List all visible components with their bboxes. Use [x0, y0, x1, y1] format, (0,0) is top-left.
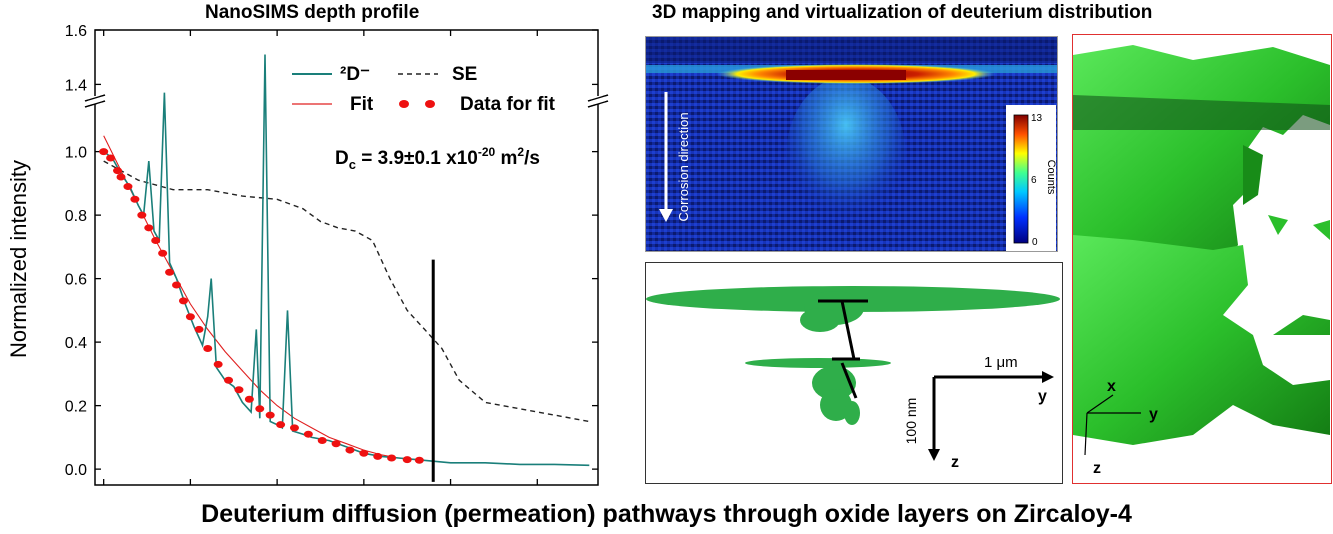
y-tick-label: 1.0: [65, 145, 87, 162]
data-for-fit-point: [234, 386, 244, 394]
diffusion-coefficient-annotation: Dc = 3.9±0.1 x10-20 m2/s: [335, 145, 540, 172]
data-for-fit-point: [276, 421, 286, 429]
data-for-fit-point: [373, 452, 383, 460]
data-for-fit-point: [185, 313, 195, 321]
axis-label-z: z: [951, 454, 959, 471]
data-for-fit-point: [387, 454, 397, 462]
pathway-schematic: 1 μm y 100 nm z: [646, 286, 1060, 471]
data-for-fit-point: [123, 183, 133, 191]
data-for-fit-point: [113, 167, 123, 175]
data-for-fit-point: [130, 195, 140, 203]
y-tick-label: 0.8: [65, 208, 87, 225]
series-line-fit: [103, 135, 425, 461]
colorbar-min-label: 0: [1032, 237, 1038, 248]
schematic-panel: 1 μm y 100 nm z: [645, 262, 1063, 484]
deuterium-heatmap: Corrosion direction 13 6 0 Counts: [646, 37, 1057, 251]
data-for-fit-point: [345, 446, 355, 454]
y-tick-label: 0.2: [65, 399, 87, 416]
data-for-fit-point: [137, 211, 147, 219]
scale-label-x: 1 μm: [984, 354, 1018, 371]
legend-label-data-for-fit: Data for fit: [460, 94, 556, 115]
colorbar-title: Counts: [1045, 160, 1057, 195]
data-for-fit-point: [99, 148, 109, 156]
data-for-fit-point: [244, 395, 254, 403]
data-for-fit-point: [144, 224, 154, 232]
axis-label-y: y: [1038, 388, 1047, 405]
x-axis-ticks: 0.00.51.01.52.02.5: [103, 30, 538, 485]
y-axis-label: Normalized intensity: [6, 160, 31, 358]
left-panel-title: NanoSIMS depth profile: [205, 2, 420, 23]
scale-label-z: 100 nm: [903, 398, 919, 445]
series-line-d-minus: [103, 54, 590, 467]
y-tick-label: 1.6: [65, 24, 87, 40]
depth-profile-chart: 0.0 0.2 0.4 0.6 0.8 1.0 1.4 1.6 0.00.51.01.52.0…: [6, 24, 609, 486]
colorbar-mid-label: 6: [1031, 175, 1037, 186]
data-for-fit-point: [289, 424, 299, 432]
data-for-fit-point: [106, 154, 116, 162]
data-for-fit-point: [402, 456, 412, 464]
colorbar-max-label: 13: [1031, 113, 1043, 124]
data-for-fit-point: [331, 440, 341, 448]
data-for-fit-point: [158, 249, 168, 257]
y-tick-label: 0.6: [65, 272, 87, 289]
colorbar: [1013, 114, 1029, 244]
data-for-fit-point: [194, 325, 204, 333]
heatmap-panel: Corrosion direction 13 6 0 Counts: [645, 36, 1058, 252]
data-for-fit-point: [265, 411, 275, 419]
legend-label-fit: Fit: [350, 94, 374, 115]
data-for-fit-point: [116, 173, 126, 181]
data-for-fit-point: [151, 237, 161, 245]
data-for-fit-point: [303, 430, 313, 438]
data-for-fit-point: [172, 281, 182, 289]
data-for-fit-point: [213, 360, 223, 368]
plot-area-frame: [94, 29, 599, 486]
data-for-fit-point: [203, 344, 213, 352]
corrosion-direction-label: Corrosion direction: [676, 112, 691, 221]
figure-caption: Deuterium diffusion (permeation) pathway…: [201, 500, 1132, 528]
legend: ²D⁻ SE Fit Data for fit: [292, 64, 556, 115]
y-axis-ticks: 0.0 0.2 0.4 0.6 0.8 1.0 1.4 1.6: [65, 24, 598, 479]
data-for-fit-point: [165, 268, 175, 276]
deuterium-3d-render: x y z: [1073, 45, 1330, 477]
data-for-fit-point: [317, 437, 327, 445]
render-axis-z: z: [1093, 460, 1101, 477]
data-for-fit-point: [255, 405, 265, 413]
render-axis-x: x: [1107, 378, 1116, 395]
render-axis-y: y: [1149, 406, 1158, 423]
render-3d-panel: x y z: [1072, 34, 1332, 484]
data-for-fit-point: [178, 297, 188, 305]
series-line-se: [103, 160, 590, 423]
right-panel-title: 3D mapping and virtualization of deuteri…: [652, 2, 1153, 23]
data-for-fit-point: [359, 449, 369, 457]
legend-label-d-minus: ²D⁻: [340, 64, 370, 85]
y-tick-label: 1.4: [65, 77, 87, 94]
series-layer: [99, 54, 590, 482]
legend-label-se: SE: [452, 64, 477, 85]
y-tick-label: 0.0: [65, 462, 87, 479]
data-for-fit-point: [414, 456, 424, 464]
y-tick-label: 0.4: [65, 335, 87, 352]
data-for-fit-point: [224, 376, 234, 384]
